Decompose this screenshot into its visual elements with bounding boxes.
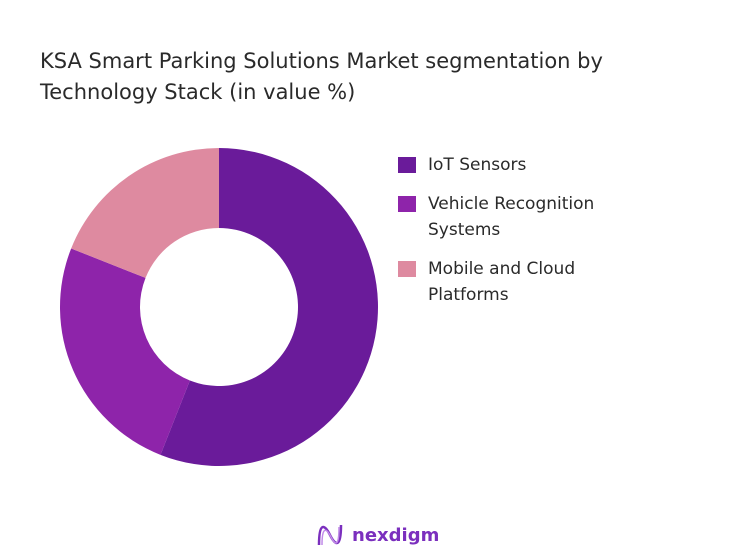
nexdigm-wave-icon: [317, 524, 343, 546]
legend: IoT Sensors Vehicle Recognition Systems …: [398, 152, 698, 321]
donut-slice-iot-sensors: [160, 148, 379, 466]
legend-label: IoT Sensors: [428, 155, 527, 175]
legend-swatch: [398, 157, 416, 173]
legend-item-iot-sensors: IoT Sensors: [398, 152, 698, 178]
legend-item-vehicle-recognition: Vehicle Recognition Systems: [398, 191, 698, 243]
legend-label: Mobile and Cloud Platforms: [428, 259, 576, 305]
donut-slice-mobile-and-cloud-platforms: [71, 148, 220, 278]
legend-swatch: [398, 196, 416, 212]
legend-item-mobile-cloud: Mobile and Cloud Platforms: [398, 256, 698, 308]
nexdigm-logo: nexdigm: [316, 521, 439, 549]
legend-label: Vehicle Recognition Systems: [428, 194, 595, 240]
chart-title: KSA Smart Parking Solutions Market segme…: [40, 49, 603, 104]
legend-swatch: [398, 261, 416, 277]
logo-text: nexdigm: [352, 524, 440, 546]
donut-slice-vehicle-recognition-systems: [59, 248, 190, 455]
